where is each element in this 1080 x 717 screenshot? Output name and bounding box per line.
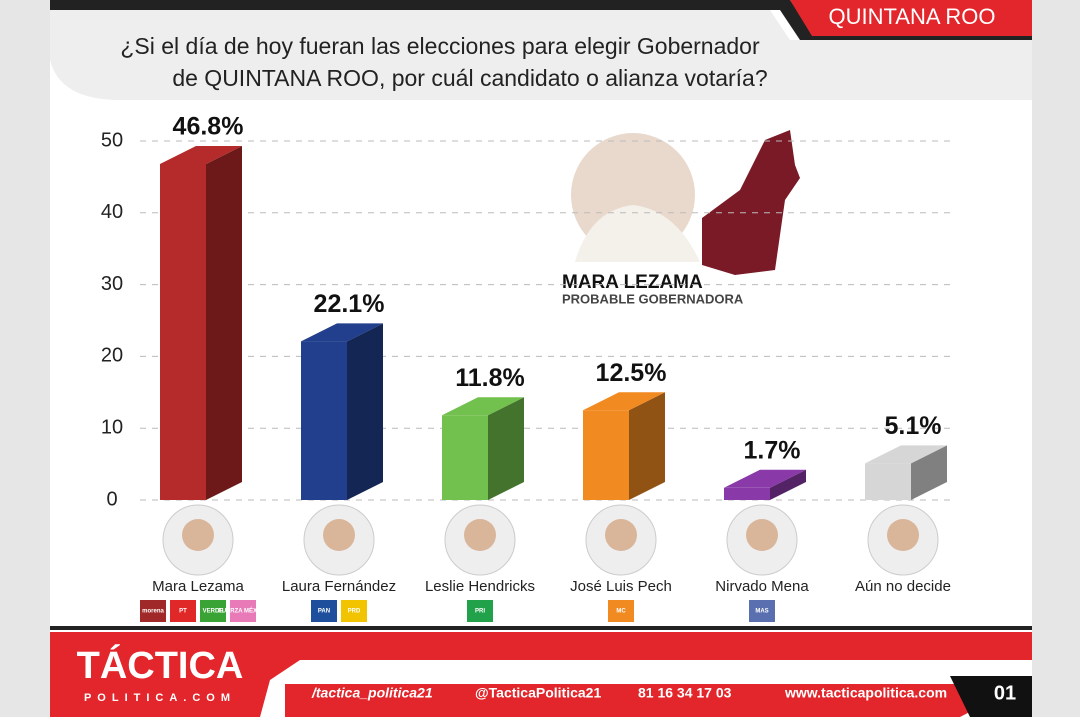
party-label: VERDE — [203, 609, 224, 615]
party-label: PAN — [318, 609, 330, 615]
footer-page: 01 — [994, 682, 1016, 704]
bar-top — [442, 397, 524, 416]
bar — [160, 163, 206, 500]
footer-brand-sub: POLITICA.COM — [84, 692, 236, 704]
y-tick-label: 40 — [101, 201, 123, 223]
y-tick-label: 50 — [101, 129, 123, 151]
bar-top — [724, 469, 806, 488]
title-panel — [50, 10, 1032, 100]
bar — [583, 410, 629, 500]
y-tick-label: 30 — [101, 273, 123, 295]
featured-map — [702, 130, 800, 275]
bar — [301, 341, 347, 500]
question-line: ¿Si el día de hoy fueran las elecciones … — [120, 33, 760, 59]
candidate-photo-face — [182, 519, 214, 551]
party-label: MC — [616, 609, 626, 615]
party-logo — [230, 600, 256, 622]
bar-side — [206, 145, 242, 500]
party-logo — [140, 600, 166, 622]
value-label: 1.7% — [744, 436, 801, 464]
x-tick-label: Laura Fernández — [282, 578, 396, 595]
x-tick-label: José Luis Pech — [570, 578, 672, 595]
plot: 0 10 20 30 40 50 46.8% Mara Lezama morena PT VERDE… — [101, 113, 951, 622]
question-line: de QUINTANA ROO, por cuál candidato o al… — [172, 65, 767, 91]
footer-web: www.tacticapolitica.com — [784, 685, 947, 701]
footer-brand: TÁCTICA — [77, 643, 244, 687]
party-label: PT — [179, 609, 187, 615]
candidate-photo-face — [464, 519, 496, 551]
value-label: 12.5% — [596, 359, 667, 387]
bar-top — [583, 392, 665, 411]
bar-top — [865, 445, 947, 464]
value-label: 46.8% — [173, 113, 244, 141]
value-label: 5.1% — [885, 412, 942, 440]
party-label: MAS — [755, 609, 768, 615]
featured-photo-body — [575, 205, 700, 262]
party-logo — [608, 600, 634, 622]
party-label: morena — [142, 609, 164, 615]
footer-facebook: /tactica_politica21 — [311, 685, 433, 701]
party-label: FUERZA MÉXICO — [218, 607, 268, 615]
party-logo — [170, 600, 196, 622]
footer-contact-strip — [285, 684, 985, 717]
bar-side — [770, 469, 806, 500]
candidate-photo-face — [605, 519, 637, 551]
featured-role: PROBABLE GOBERNADORA — [562, 291, 744, 306]
candidate-photo-face — [323, 519, 355, 551]
party-logo — [749, 600, 775, 622]
party-logo — [311, 600, 337, 622]
party-logo — [200, 600, 226, 622]
bar-side — [911, 445, 947, 500]
footer-page-tab — [950, 676, 1032, 717]
featured-name: MARA LEZAMA — [562, 272, 703, 293]
bar — [724, 487, 770, 500]
party-label: PRI — [475, 609, 485, 615]
candidate-photo-face — [746, 519, 778, 551]
bar-side — [629, 392, 665, 500]
candidate-photo-face — [887, 519, 919, 551]
bar-top — [301, 323, 383, 342]
footer-phone: 81 16 34 17 03 — [638, 685, 732, 701]
x-tick-label: Aún no decide — [855, 578, 951, 595]
x-tick-label: Leslie Hendricks — [425, 578, 535, 595]
x-tick-label: Mara Lezama — [152, 578, 244, 595]
header-tab — [790, 0, 1032, 36]
bar-side — [347, 323, 383, 500]
bar — [865, 463, 911, 500]
party-logo — [467, 600, 493, 622]
bar-top — [160, 145, 242, 164]
party-logo — [341, 600, 367, 622]
value-label: 22.1% — [314, 290, 385, 318]
bar — [442, 415, 488, 500]
bar-side — [488, 397, 524, 500]
y-tick-label: 0 — [106, 488, 117, 510]
party-label: PRD — [348, 609, 361, 615]
header-label: QUINTANA ROO — [828, 4, 995, 29]
y-tick-label: 20 — [101, 345, 123, 367]
x-tick-label: Nirvado Mena — [715, 578, 809, 595]
y-tick-label: 10 — [101, 416, 123, 438]
value-label: 11.8% — [455, 364, 525, 392]
footer-instagram: @TacticaPolitica21 — [475, 685, 601, 701]
